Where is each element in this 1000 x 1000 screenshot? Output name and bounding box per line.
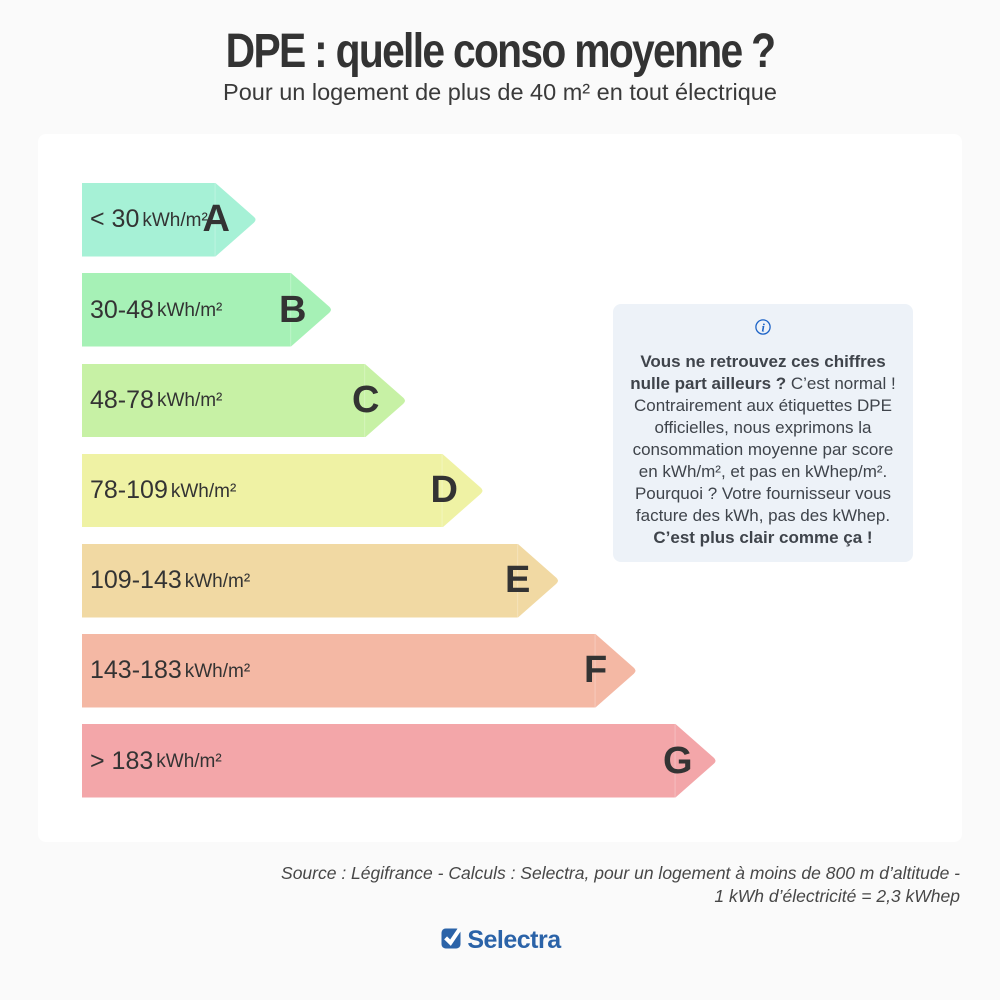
svg-text:i: i	[762, 320, 766, 334]
